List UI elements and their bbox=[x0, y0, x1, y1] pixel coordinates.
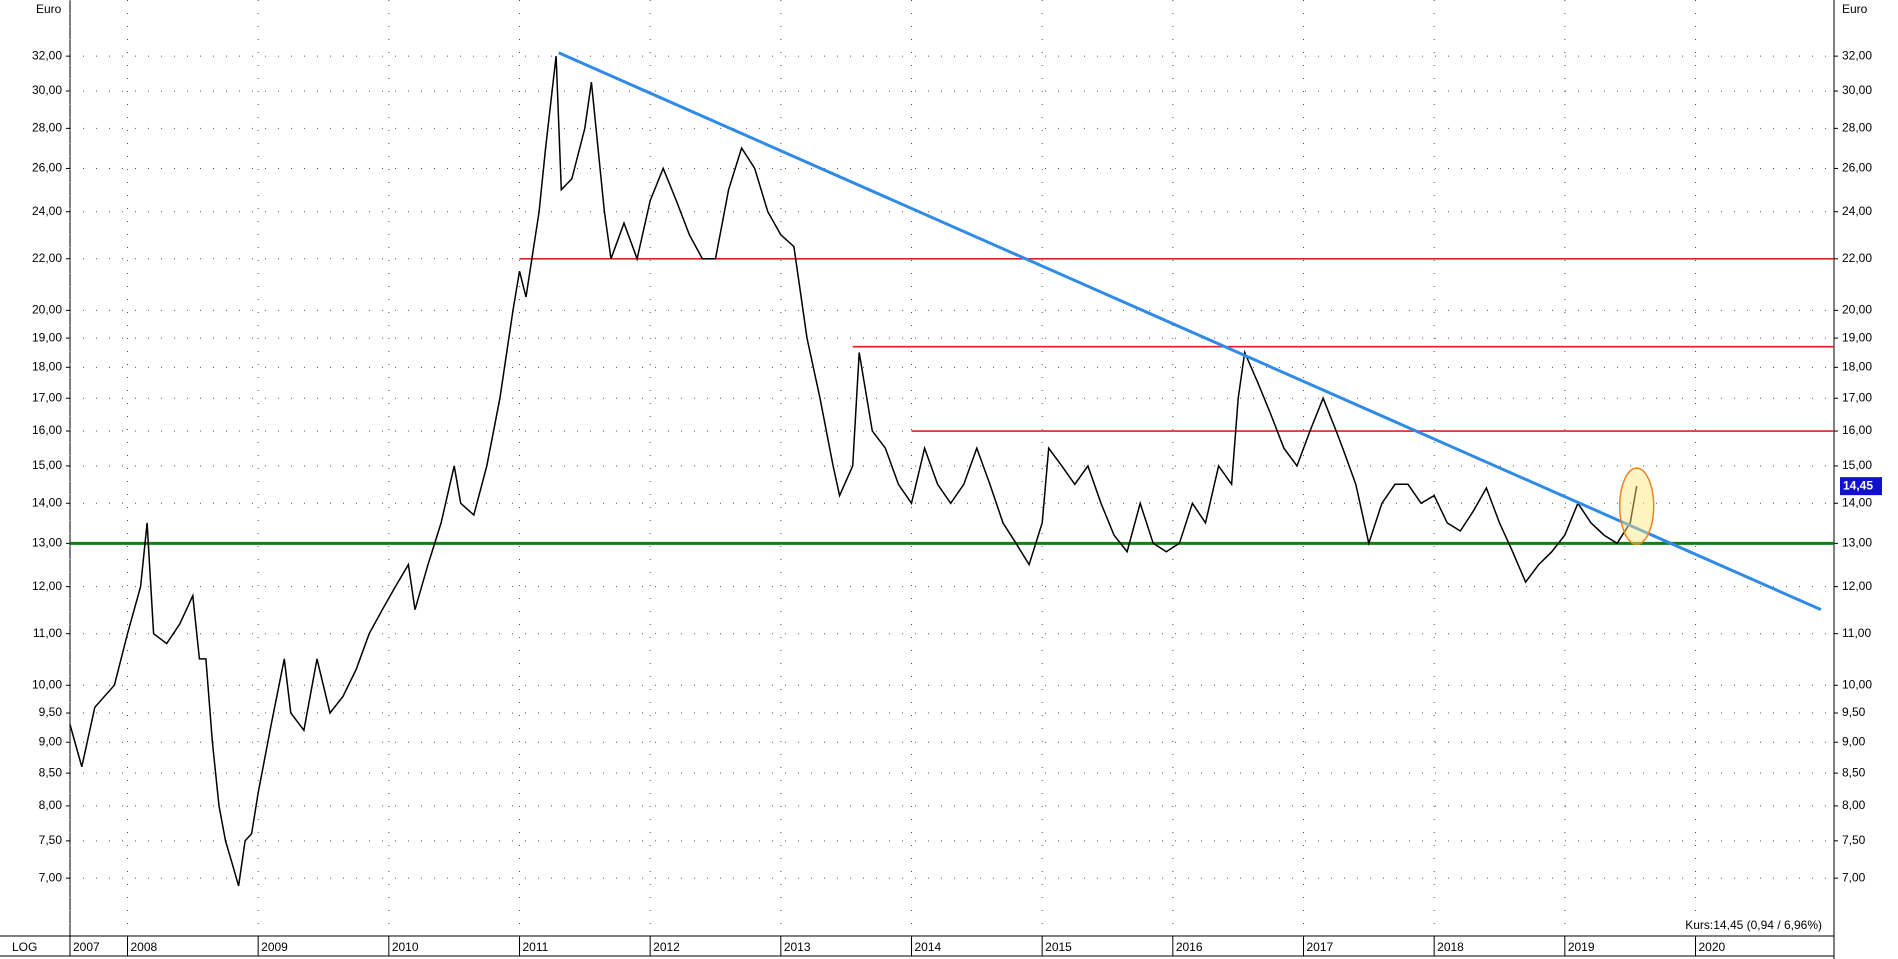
y2-tick-label: 17,00 bbox=[1842, 390, 1872, 404]
y-tick-label: 10,00 bbox=[32, 677, 62, 691]
y-tick-label: 30,00 bbox=[32, 83, 62, 97]
y2-tick-label: 32,00 bbox=[1842, 48, 1872, 62]
x-tick-label: 2009 bbox=[261, 940, 288, 954]
y-tick-label: 13,00 bbox=[32, 536, 62, 550]
y-tick-label: 19,00 bbox=[32, 330, 62, 344]
y2-tick-label: 15,00 bbox=[1842, 458, 1872, 472]
x-tick-label: 2011 bbox=[522, 940, 548, 954]
y2-tick-label: 9,00 bbox=[1842, 734, 1866, 748]
y2-tick-label: 28,00 bbox=[1842, 121, 1872, 135]
y-tick-label: 9,00 bbox=[39, 734, 63, 748]
last-value-box bbox=[1840, 477, 1882, 496]
x-tick-label: 2016 bbox=[1176, 940, 1203, 954]
y-tick-label: 8,50 bbox=[39, 765, 63, 779]
y-tick-label: 20,00 bbox=[32, 303, 62, 317]
x-tick-label: 2012 bbox=[653, 940, 680, 954]
annotation: Kurs:14,45 (0,94 / 6,96%) bbox=[1685, 918, 1822, 932]
y2-tick-label: 13,00 bbox=[1842, 536, 1872, 550]
y2-tick-label: 24,00 bbox=[1842, 204, 1872, 218]
highlight bbox=[1618, 467, 1655, 545]
x-tick-label: 2017 bbox=[1306, 940, 1333, 954]
y-tick-label: 26,00 bbox=[32, 161, 62, 175]
y-tick-label: 17,00 bbox=[32, 390, 62, 404]
y-tick-label: 12,00 bbox=[32, 579, 62, 593]
x-tick-label: 2008 bbox=[130, 940, 157, 954]
y-tick-label: 32,00 bbox=[32, 48, 62, 62]
y2-tick-label: 18,00 bbox=[1842, 360, 1872, 374]
y-axis-label: Euro bbox=[36, 2, 62, 16]
price-line bbox=[69, 56, 1638, 887]
y-tick-label: 14,00 bbox=[32, 495, 62, 509]
x-tick-label: 2013 bbox=[784, 940, 811, 954]
last-value-label: 14,45 bbox=[1843, 478, 1873, 492]
y2-tick-label: 16,00 bbox=[1842, 423, 1872, 437]
y-tick-label: 8,00 bbox=[39, 798, 63, 812]
x-tick-label: 2020 bbox=[1698, 940, 1725, 954]
y-tick-label: 11,00 bbox=[33, 626, 62, 640]
trendline bbox=[558, 51, 1822, 612]
y-tick-label: 7,50 bbox=[39, 833, 63, 847]
y-tick-label: 28,00 bbox=[32, 121, 62, 135]
y-tick-label: 15,00 bbox=[32, 458, 62, 472]
y2-tick-label: 12,00 bbox=[1842, 579, 1872, 593]
y-tick-label: 9,50 bbox=[39, 705, 63, 719]
y2-tick-label: 8,50 bbox=[1842, 765, 1866, 779]
y2-tick-label: 14,00 bbox=[1842, 495, 1872, 509]
y2-tick-label: 8,00 bbox=[1842, 798, 1866, 812]
y2-tick-label: 22,00 bbox=[1842, 251, 1872, 265]
y2-tick-label: 30,00 bbox=[1842, 83, 1872, 97]
y2-axis-label: Euro bbox=[1842, 2, 1868, 16]
y-tick-label: 16,00 bbox=[32, 423, 62, 437]
y2-tick-label: 9,50 bbox=[1842, 705, 1866, 719]
x-tick-label: 2010 bbox=[392, 940, 419, 954]
y2-tick-label: 26,00 bbox=[1842, 161, 1872, 175]
y2-tick-label: 7,00 bbox=[1842, 870, 1866, 884]
x-tick-label: 2007 bbox=[73, 940, 100, 954]
y2-tick-label: 20,00 bbox=[1842, 303, 1872, 317]
y2-tick-label: 11,00 bbox=[1842, 626, 1871, 640]
y-tick-label: 22,00 bbox=[32, 251, 62, 265]
x-tick-label: 2015 bbox=[1045, 940, 1072, 954]
x-tick-label: 2019 bbox=[1568, 940, 1595, 954]
y-tick-label: 24,00 bbox=[32, 204, 62, 218]
y-tick-label: 18,00 bbox=[32, 360, 62, 374]
y2-tick-label: 7,50 bbox=[1842, 833, 1866, 847]
scale-label: LOG bbox=[12, 940, 37, 954]
y2-tick-label: 10,00 bbox=[1842, 677, 1872, 691]
x-tick-label: 2014 bbox=[914, 940, 941, 954]
y2-tick-label: 19,00 bbox=[1842, 330, 1872, 344]
x-tick-label: 2018 bbox=[1437, 940, 1464, 954]
y-tick-label: 7,00 bbox=[39, 870, 63, 884]
